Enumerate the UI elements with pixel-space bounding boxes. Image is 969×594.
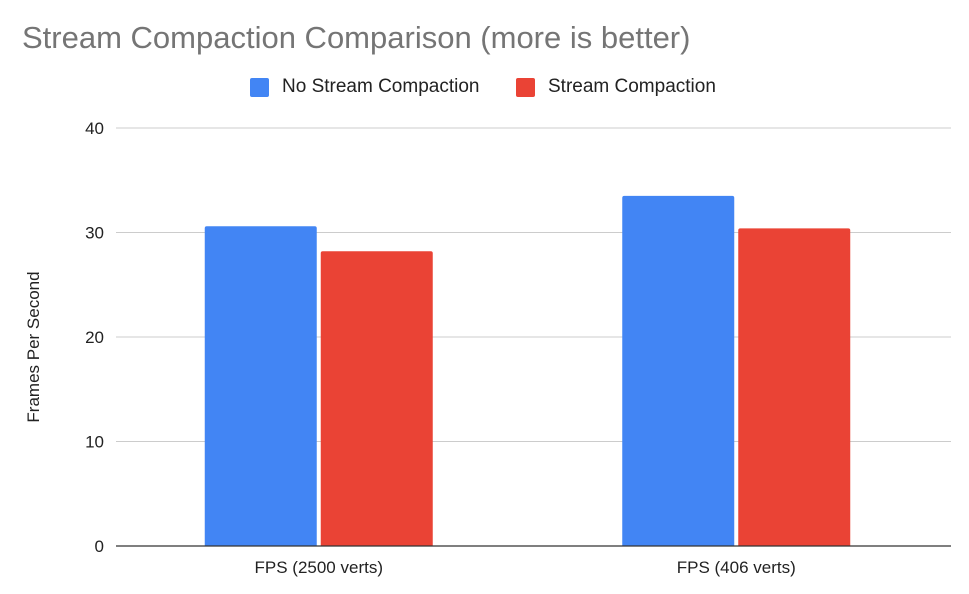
y-tick-label: 20 — [85, 328, 104, 347]
x-tick-label: FPS (2500 verts) — [255, 558, 384, 577]
legend: No Stream Compaction Stream Compaction — [0, 74, 969, 100]
bar-stream-compaction-1 — [738, 228, 851, 546]
y-axis-label: Frames Per Second — [24, 271, 43, 422]
y-tick-labels: 0 10 20 30 40 — [85, 119, 104, 556]
bar-no-stream-compaction-1 — [622, 195, 735, 547]
legend-swatch-stream-compaction — [516, 77, 535, 97]
x-tick-labels: FPS (2500 verts) FPS (406 verts) — [255, 558, 796, 577]
x-tick-label: FPS (406 verts) — [677, 558, 796, 577]
legend-label-stream-compaction: Stream Compaction — [548, 76, 716, 97]
legend-item-no-stream-compaction: No Stream Compaction — [250, 74, 479, 100]
legend-label-no-stream-compaction: No Stream Compaction — [282, 76, 480, 97]
y-tick-label: 40 — [85, 119, 104, 138]
bars — [116, 195, 951, 547]
y-tick-label: 30 — [85, 224, 104, 243]
y-tick-label: 0 — [95, 537, 104, 556]
legend-swatch-no-stream-compaction — [250, 77, 269, 97]
bar-no-stream-compaction-0 — [204, 226, 317, 547]
legend-item-stream-compaction: Stream Compaction — [516, 74, 716, 100]
y-tick-label: 10 — [85, 433, 104, 452]
bar-stream-compaction-0 — [320, 251, 433, 546]
chart-title: Stream Compaction Comparison (more is be… — [22, 20, 691, 55]
